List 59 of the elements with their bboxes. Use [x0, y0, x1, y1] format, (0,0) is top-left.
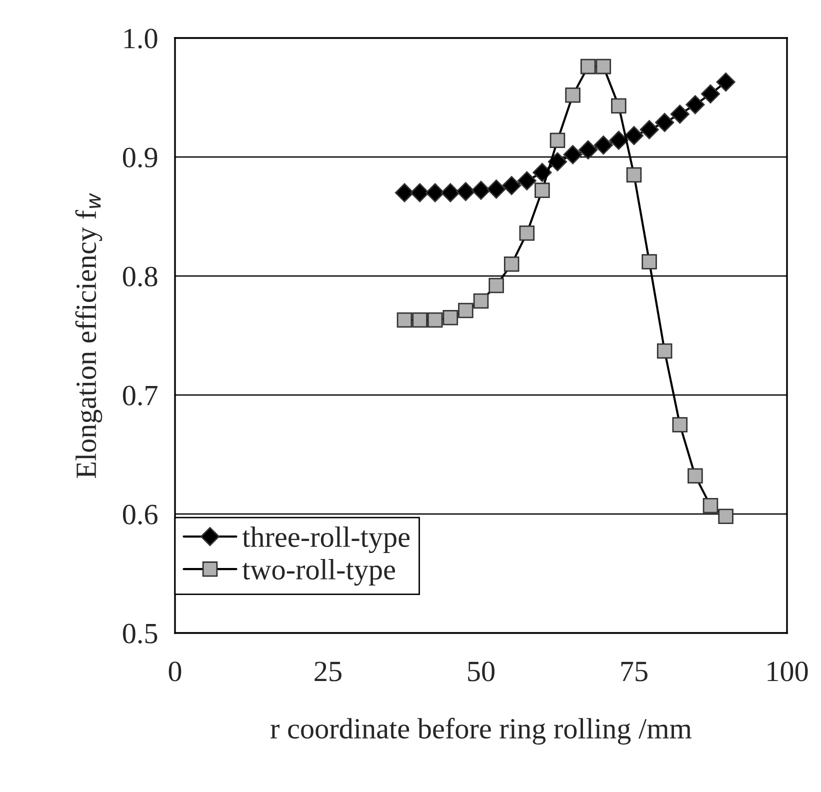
point [473, 293, 489, 309]
point [655, 112, 674, 132]
point [702, 498, 718, 514]
point [532, 162, 552, 182]
point [519, 226, 535, 241]
legend-label: three-roll-type [242, 526, 410, 554]
point [624, 126, 644, 146]
point [626, 167, 642, 182]
y-tick-label: 0.5 [122, 624, 158, 644]
x-tick-label: 25 [314, 662, 342, 682]
point [672, 417, 688, 432]
point [642, 254, 657, 270]
point [609, 130, 628, 150]
point [578, 140, 598, 160]
point [534, 182, 550, 198]
point [563, 145, 582, 164]
point [550, 132, 566, 148]
point [640, 120, 659, 140]
y-tick-label: 0.7 [122, 386, 158, 406]
x-tick-label: 100 [768, 662, 808, 682]
point [548, 152, 568, 172]
y-tick-label: 0.6 [122, 504, 158, 525]
point [412, 312, 428, 328]
point [656, 343, 672, 359]
point [517, 171, 536, 190]
x-tick-label: 50 [468, 662, 494, 682]
y-tick-label: 1.0 [124, 28, 158, 49]
point [502, 176, 522, 196]
y-axis-title: Elongation efficiency f$_{w}$ [75, 192, 102, 478]
point [486, 180, 506, 199]
point [688, 468, 703, 484]
point [596, 58, 612, 74]
legend-label: two-roll-type [242, 559, 395, 586]
point [700, 84, 720, 104]
y-tick-label: 0.9 [122, 148, 158, 168]
point [504, 256, 520, 272]
x-axis-title: r coordinate before ring rolling /mm [270, 718, 692, 745]
point [670, 104, 690, 124]
point [396, 312, 412, 328]
point [471, 180, 491, 200]
point [594, 136, 613, 155]
point [440, 183, 460, 202]
point [488, 278, 504, 294]
y-tick-label: 0.8 [122, 266, 158, 287]
point [716, 72, 736, 92]
point [565, 87, 580, 103]
point [410, 183, 430, 202]
x-tick-label: 0 [168, 662, 182, 682]
point [580, 58, 596, 74]
point [456, 182, 476, 202]
point [394, 183, 414, 202]
point [427, 312, 443, 328]
point [611, 98, 626, 114]
point [458, 302, 474, 318]
x-tick-label: 75 [621, 662, 648, 682]
point [686, 95, 705, 114]
point [718, 508, 734, 524]
point [442, 310, 458, 326]
point [426, 183, 445, 202]
